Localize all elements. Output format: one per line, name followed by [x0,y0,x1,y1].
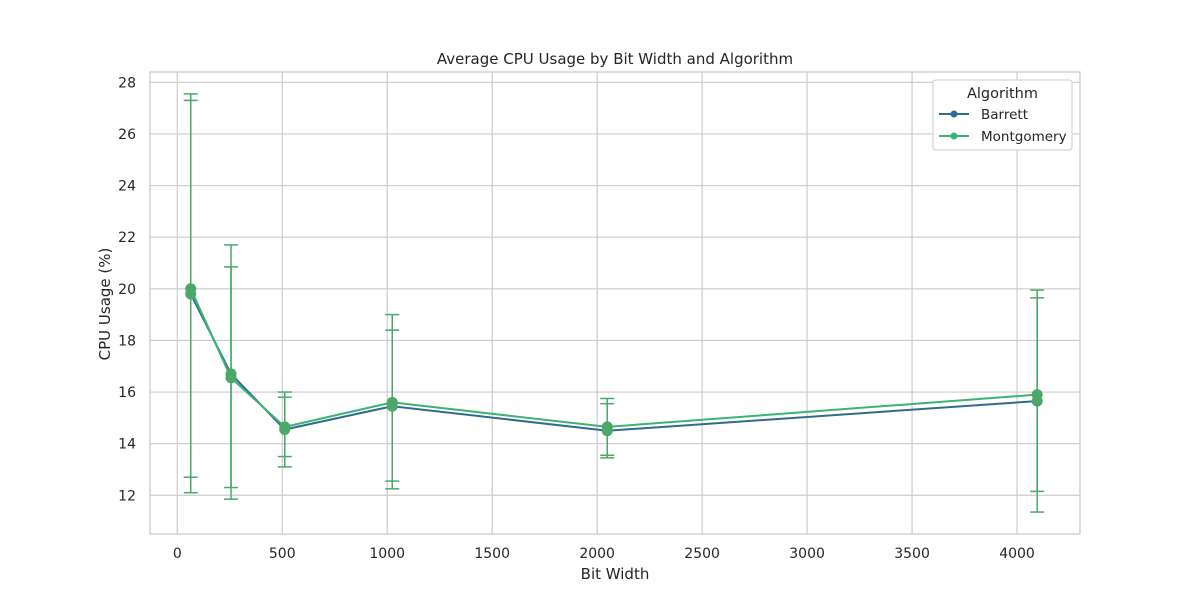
chart-title: Average CPU Usage by Bit Width and Algor… [437,50,793,68]
y-tick-labels: 12 14 16 18 20 22 24 26 28 [118,75,136,504]
x-tick-label: 2500 [684,546,720,562]
data-point [225,372,237,384]
grid [150,72,1080,534]
legend-swatch-marker [950,110,958,118]
y-tick-label: 24 [118,179,136,195]
legend-title: Algorithm [967,86,1038,102]
y-axis-title: CPU Usage (%) [96,248,114,361]
legend-label: Barrett [981,107,1028,123]
x-tick-label: 3500 [894,546,930,562]
x-tick-label: 3000 [789,546,825,562]
series-line [189,288,1038,428]
y-tick-label: 16 [118,385,136,401]
legend-swatch-marker [950,132,958,140]
data-point [601,421,613,433]
x-tick-labels: 0 500 1000 1500 2000 2500 3000 3500 4000 [173,546,1035,562]
y-tick-label: 22 [118,230,136,246]
x-axis-title: Bit Width [581,565,650,583]
y-tick-label: 20 [118,282,136,298]
plot-area [149,71,1081,535]
legend: Algorithm Barrett Montgomery [932,79,1073,151]
x-tick-label: 500 [269,546,296,562]
error-bars [183,93,1045,513]
y-tick-label: 12 [118,488,136,504]
y-tick-label: 28 [118,75,136,91]
x-tick-label: 1000 [369,546,405,562]
y-tick-label: 18 [118,333,136,349]
series-lines [185,283,1043,437]
x-tick-label: 0 [173,546,182,562]
x-tick-label: 2000 [579,546,615,562]
series-line [189,293,1038,432]
legend-label: Montgomery [981,129,1067,145]
y-tick-label: 26 [118,127,136,143]
data-point [386,396,398,408]
x-tick-label: 4000 [999,546,1035,562]
data-point [185,283,197,295]
legend-box [932,79,1073,151]
x-tick-label: 1500 [474,546,510,562]
data-point [1031,389,1043,401]
y-tick-label: 14 [118,437,136,453]
data-point [279,421,291,433]
